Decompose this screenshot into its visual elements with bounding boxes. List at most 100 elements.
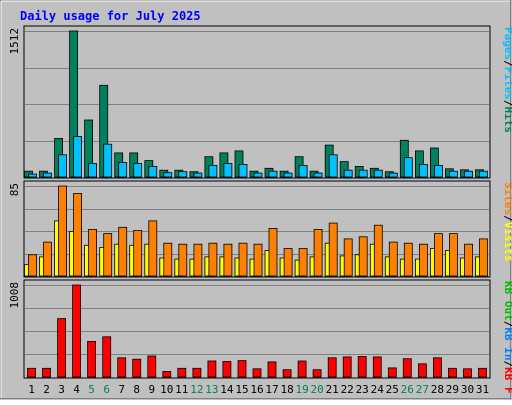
bar-files-day-8 (133, 163, 143, 178)
legend-item-pages: Pages (502, 27, 512, 60)
bar-files-day-15 (238, 163, 248, 178)
x-tick-label-day-13: 13 (205, 383, 218, 396)
x-tick-label-day-16: 16 (250, 383, 263, 396)
bar-sites-day-3 (58, 185, 67, 277)
bar-files-day-24 (373, 169, 383, 178)
bar-kb-f-day-3 (57, 318, 66, 378)
bar-files-day-6 (103, 143, 113, 178)
bar-kb-f-day-26 (402, 358, 412, 378)
bar-sites-day-5 (88, 228, 97, 277)
bar-files-day-7 (118, 162, 128, 178)
bar-kb-f-day-16 (252, 368, 262, 378)
bar-kb-f-day-5 (87, 340, 96, 378)
bar-files-day-29 (448, 170, 458, 178)
x-tick-label-day-27: 27 (416, 383, 429, 396)
panel-kbytes-ymax-label: 1008 (8, 282, 21, 309)
x-tick-label-day-23: 23 (356, 383, 369, 396)
bar-sites-day-22 (343, 238, 353, 277)
bar-sites-day-16 (253, 243, 263, 277)
bar-files-day-13 (208, 164, 218, 178)
bar-kb-f-day-24 (372, 356, 382, 378)
x-tick-label-day-18: 18 (280, 383, 293, 396)
chart-panels: 1512Pages/Files/Hits85Sites/Visits1008KB… (8, 25, 512, 394)
bar-files-day-2 (43, 172, 52, 178)
chart-title: Daily usage for July 2025 (20, 9, 201, 23)
legend-separator: / (502, 100, 512, 107)
panel-hits-files-legend: Pages/Files/Hits (502, 27, 512, 133)
bar-sites-day-21 (328, 222, 338, 277)
x-tick-label-day-19: 19 (295, 383, 308, 396)
bar-files-day-4 (73, 135, 82, 178)
bar-sites-day-2 (43, 241, 52, 277)
bar-kb-f-day-1 (27, 367, 36, 378)
bar-sites-day-13 (208, 242, 218, 277)
legend-item-sites: Sites (502, 182, 512, 215)
bar-kb-f-day-18 (282, 369, 292, 378)
bar-files-day-5 (88, 163, 97, 178)
bar-kb-f-day-4 (72, 284, 81, 378)
x-tick-label-day-9: 9 (148, 383, 155, 396)
bar-sites-day-25 (388, 241, 398, 277)
panel-kbytes-legend: KB Out/KB In/KB F (502, 281, 512, 394)
x-tick-label-day-8: 8 (133, 383, 140, 396)
x-tick-label-day-30: 30 (461, 383, 474, 396)
bar-sites-day-8 (133, 230, 143, 277)
bar-sites-day-20 (313, 228, 323, 277)
legend-separator: / (502, 321, 512, 328)
bar-files-day-23 (358, 169, 368, 178)
bar-kb-f-day-23 (357, 356, 367, 378)
bar-sites-day-10 (163, 242, 173, 277)
x-tick-label-day-25: 25 (386, 383, 399, 396)
panel-sites-visits-legend: Sites/Visits (502, 182, 512, 262)
legend-item-visits: Visits (502, 222, 512, 262)
bar-files-day-16 (253, 172, 263, 178)
x-tick-label-day-6: 6 (103, 383, 110, 396)
bar-sites-day-6 (103, 233, 113, 277)
bar-files-day-12 (193, 172, 203, 178)
legend-item-kb-f: KB F (502, 367, 512, 394)
x-tick-label-day-10: 10 (160, 383, 173, 396)
bar-sites-day-29 (448, 233, 458, 277)
bar-sites-day-7 (118, 226, 128, 277)
bar-sites-day-14 (223, 243, 233, 277)
legend-item-files: Files (502, 67, 512, 100)
bar-files-day-14 (223, 163, 233, 178)
x-axis-labels: 1 2 3 4 5 6 7 8 9 10 11 12 13 14 15 16 17 18 19 20 21 22 23 24 2… (28, 383, 489, 396)
x-tick-label-day-28: 28 (431, 383, 444, 396)
bar-sites-day-17 (268, 227, 278, 277)
x-tick-label-day-1: 1 (28, 383, 35, 396)
bar-sites-day-4 (73, 192, 82, 277)
bar-files-day-28 (433, 164, 443, 178)
bar-kb-f-day-12 (192, 367, 202, 378)
bar-files-day-22 (343, 169, 353, 178)
bar-kb-f-day-9 (147, 355, 157, 378)
bar-kb-f-day-30 (463, 368, 472, 378)
bar-sites-day-1 (28, 254, 37, 277)
bar-kb-f-day-20 (312, 369, 322, 378)
bar-sites-day-24 (373, 224, 383, 277)
legend-item-kb-out: KB Out (502, 281, 512, 321)
bar-files-day-21 (328, 154, 338, 178)
panel-hits-files-ymax-label: 1512 (8, 28, 21, 55)
x-tick-label-day-2: 2 (43, 383, 50, 396)
x-tick-label-day-24: 24 (371, 383, 385, 396)
bar-files-day-10 (163, 172, 173, 178)
x-tick-label-day-3: 3 (58, 383, 65, 396)
bar-files-day-19 (298, 164, 308, 178)
bar-sites-day-31 (479, 238, 488, 277)
bar-kb-f-day-31 (478, 367, 487, 378)
x-tick-label-day-5: 5 (88, 383, 95, 396)
bar-files-day-20 (313, 172, 323, 178)
x-tick-label-day-14: 14 (220, 383, 234, 396)
bar-kb-f-day-2 (42, 367, 51, 378)
bar-kb-f-day-29 (447, 367, 457, 378)
bar-sites-day-15 (238, 242, 248, 277)
bar-kb-f-day-13 (207, 360, 217, 378)
x-tick-label-day-20: 20 (310, 383, 323, 396)
panel-kbytes-frame (23, 279, 491, 379)
x-tick-label-day-31: 31 (476, 383, 489, 396)
x-tick-label-day-7: 7 (118, 383, 125, 396)
bar-files-day-31 (479, 170, 488, 178)
